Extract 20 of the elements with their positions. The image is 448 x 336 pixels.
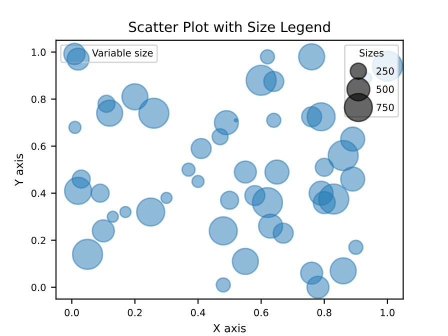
x-tick-label: 0.8 bbox=[317, 308, 332, 316]
y-axis-title: Y axis bbox=[14, 154, 24, 186]
y-tick-label: 0.4 bbox=[31, 190, 46, 198]
legend-title: Sizes bbox=[360, 49, 384, 57]
x-tick-label: 0.2 bbox=[128, 308, 142, 316]
x-tick-label: 0.0 bbox=[64, 308, 79, 316]
x-tick-label: 0.4 bbox=[190, 308, 206, 316]
y-tick-label: 1.0 bbox=[32, 48, 46, 56]
x-axis-title: X axis bbox=[213, 324, 246, 332]
x-tick-label: 0.6 bbox=[254, 308, 268, 316]
legend-label: Variable size bbox=[92, 49, 153, 57]
legend-label: 750 bbox=[376, 104, 394, 112]
legend-label: 250 bbox=[376, 67, 394, 75]
y-tick-label: 0.8 bbox=[31, 96, 46, 103]
y-tick-label: 0.6 bbox=[31, 142, 46, 150]
chart-title: Scatter Plot with Size Legend bbox=[129, 21, 330, 35]
y-tick-label: 0.2 bbox=[31, 236, 46, 244]
y-tick-label: 0.0 bbox=[31, 284, 46, 292]
legend-label: 500 bbox=[376, 86, 394, 93]
x-tick-label: 1.0 bbox=[380, 308, 395, 316]
